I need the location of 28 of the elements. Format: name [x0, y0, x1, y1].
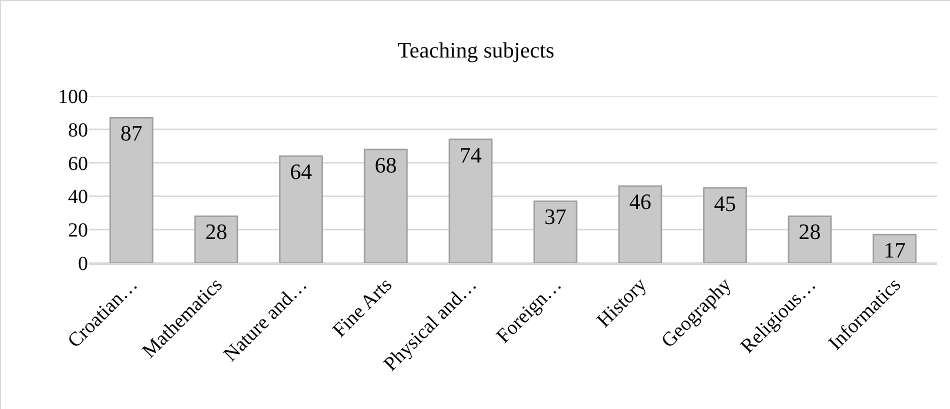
bar [703, 187, 747, 263]
y-tick-label: 0 [78, 253, 88, 275]
data-label: 28 [798, 219, 821, 244]
x-tick-label: Fine Arts [328, 274, 397, 342]
data-label: 64 [290, 159, 312, 184]
bar [194, 215, 238, 263]
data-label: 28 [205, 219, 228, 244]
bar [448, 138, 493, 263]
y-tick-label: 60 [68, 152, 88, 175]
data-label: 45 [714, 190, 736, 216]
bar [618, 185, 662, 263]
data-label: 74 [460, 142, 482, 168]
bar [872, 234, 917, 263]
y-tick-label: 80 [68, 119, 88, 142]
bar [533, 200, 578, 263]
data-label: 46 [629, 189, 652, 214]
bar [109, 116, 154, 263]
data-label: 17 [884, 238, 906, 263]
chart-title: Teaching subjects [398, 37, 554, 62]
bar [279, 155, 323, 263]
y-tick-label: 100 [58, 86, 88, 108]
y-tick-label: 40 [68, 186, 88, 208]
data-label: 37 [544, 204, 566, 230]
bar [364, 148, 408, 263]
bar [788, 215, 832, 263]
y-tick-label: 20 [68, 220, 88, 242]
data-label: 68 [374, 152, 397, 178]
data-label: 87 [120, 120, 142, 146]
